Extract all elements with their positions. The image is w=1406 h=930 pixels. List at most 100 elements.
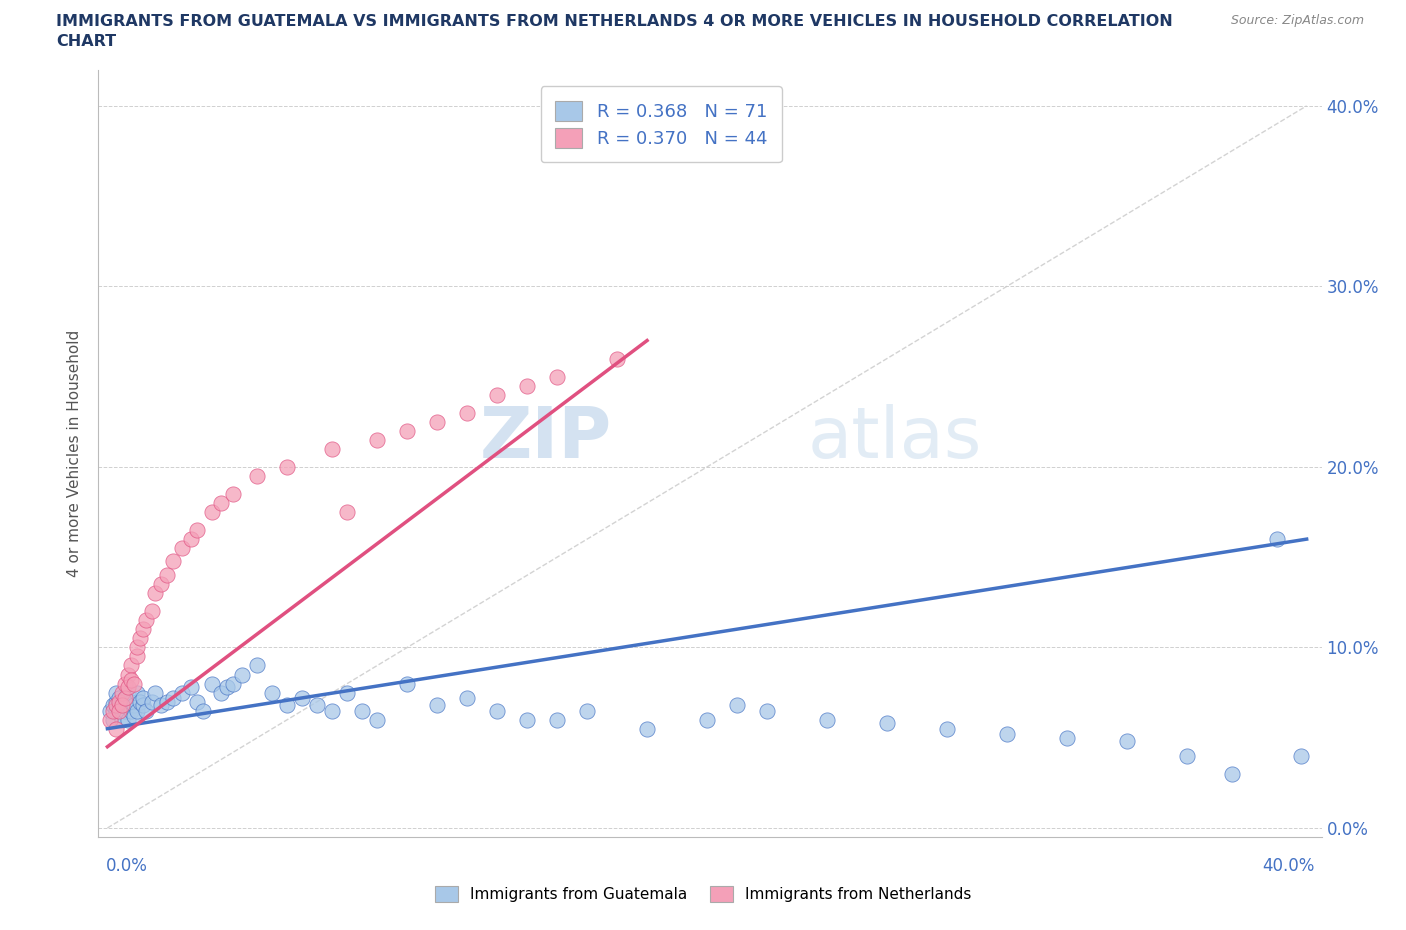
Point [120, 694, 142, 709]
Point [127, 685, 149, 700]
Point [117, 667, 139, 682]
Point [696, 712, 718, 727]
Point [103, 703, 125, 718]
Point [120, 703, 142, 718]
Point [127, 640, 149, 655]
Point [291, 691, 314, 706]
Point [108, 694, 131, 709]
Point [124, 698, 146, 712]
Text: ZIP: ZIP [479, 404, 612, 472]
Point [127, 703, 149, 718]
Point [321, 442, 343, 457]
Point [246, 658, 269, 673]
Point [486, 387, 509, 402]
Point [172, 540, 194, 555]
Point [756, 703, 779, 718]
Point [162, 553, 184, 568]
Point [201, 676, 224, 691]
Point [100, 712, 122, 727]
Point [516, 379, 538, 393]
Point [114, 691, 136, 706]
Point [156, 568, 179, 583]
Point [141, 694, 163, 709]
Point [876, 716, 898, 731]
Point [103, 698, 125, 712]
Point [135, 613, 157, 628]
Point [186, 523, 208, 538]
Point [546, 369, 568, 384]
Point [105, 703, 128, 718]
Point [100, 703, 122, 718]
Legend: R = 0.368   N = 71, R = 0.370   N = 44: R = 0.368 N = 71, R = 0.370 N = 44 [541, 86, 782, 163]
Point [193, 703, 215, 718]
Point [307, 698, 329, 712]
Point [117, 698, 139, 712]
Point [132, 622, 155, 637]
Point [145, 586, 167, 601]
Point [456, 691, 478, 706]
Point [1056, 730, 1078, 745]
Point [172, 685, 194, 700]
Point [336, 505, 359, 520]
Point [276, 459, 298, 474]
Point [201, 505, 224, 520]
Point [129, 631, 152, 645]
Point [120, 658, 142, 673]
Point [606, 352, 628, 366]
Point [636, 722, 658, 737]
Point [105, 698, 128, 712]
Point [222, 676, 245, 691]
Point [145, 685, 167, 700]
Point [217, 680, 239, 695]
Point [222, 486, 245, 501]
Y-axis label: 4 or more Vehicles in Household: 4 or more Vehicles in Household [67, 330, 83, 577]
Point [262, 685, 284, 700]
Point [117, 685, 139, 700]
Point [1175, 749, 1198, 764]
Point [366, 712, 388, 727]
Point [209, 685, 232, 700]
Point [150, 698, 173, 712]
Text: IMMIGRANTS FROM GUATEMALA VS IMMIGRANTS FROM NETHERLANDS 4 OR MORE VEHICLES IN H: IMMIGRANTS FROM GUATEMALA VS IMMIGRANTS … [56, 14, 1173, 29]
Point [105, 694, 128, 709]
Point [111, 698, 134, 712]
Point [576, 703, 599, 718]
Point [516, 712, 538, 727]
Point [135, 703, 157, 718]
Point [129, 694, 152, 709]
Point [117, 712, 139, 727]
Point [1289, 749, 1312, 764]
Point [117, 680, 139, 695]
Point [120, 672, 142, 687]
Point [1220, 766, 1243, 781]
Point [105, 722, 128, 737]
Point [111, 712, 134, 727]
Point [186, 694, 208, 709]
Point [725, 698, 748, 712]
Point [1115, 734, 1137, 749]
Text: Source: ZipAtlas.com: Source: ZipAtlas.com [1230, 14, 1364, 27]
Point [111, 694, 134, 709]
Point [156, 694, 179, 709]
Point [815, 712, 838, 727]
Point [396, 423, 419, 438]
Text: 0.0%: 0.0% [105, 857, 148, 875]
Point [546, 712, 568, 727]
Point [114, 676, 136, 691]
Point [486, 703, 509, 718]
Point [124, 709, 146, 724]
Point [132, 691, 155, 706]
Point [132, 698, 155, 712]
Legend: Immigrants from Guatemala, Immigrants from Netherlands: Immigrants from Guatemala, Immigrants fr… [429, 880, 977, 909]
Point [108, 691, 131, 706]
Point [1265, 532, 1288, 547]
Text: CHART: CHART [56, 34, 117, 49]
Point [935, 722, 957, 737]
Point [456, 405, 478, 420]
Point [231, 667, 253, 682]
Point [111, 703, 134, 718]
Point [108, 698, 131, 712]
Point [352, 703, 374, 718]
Point [180, 532, 202, 547]
Point [105, 685, 128, 700]
